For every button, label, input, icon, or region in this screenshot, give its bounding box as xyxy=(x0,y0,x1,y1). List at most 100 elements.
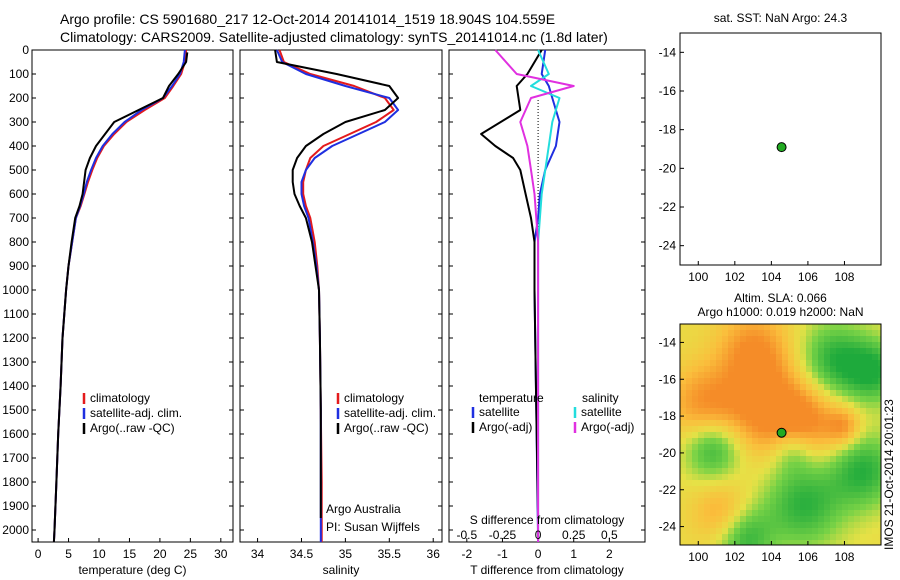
sla-heatmap-cell xyxy=(686,444,692,450)
sla-heatmap-cell xyxy=(794,408,800,414)
sla-heatmap-cell xyxy=(740,408,746,414)
sla-heatmap-cell xyxy=(698,522,704,528)
sla-heatmap-cell xyxy=(722,486,728,492)
sla-heatmap-cell xyxy=(770,414,776,420)
sla-heatmap-cell xyxy=(722,396,728,402)
sla-heatmap-cell xyxy=(812,372,818,378)
sla-heatmap-cell xyxy=(686,480,692,486)
sla-heatmap-cell xyxy=(758,408,764,414)
sla-heatmap-cell xyxy=(698,456,704,462)
temperature-ytick-label: 1900 xyxy=(2,499,29,513)
sla-heatmap-cell xyxy=(680,504,686,510)
sla-heatmap-cell xyxy=(716,414,722,420)
salinity-legend-label: Argo(..raw -QC) xyxy=(344,421,429,435)
sla-heatmap-cell xyxy=(770,384,776,390)
sla-heatmap-cell xyxy=(848,456,854,462)
sla-heatmap-cell xyxy=(692,468,698,474)
sla-heatmap-cell xyxy=(842,504,848,510)
sla-heatmap-cell xyxy=(848,444,854,450)
sla-heatmap-cell xyxy=(836,396,842,402)
sla-heatmap-cell xyxy=(698,516,704,522)
sla-heatmap-cell xyxy=(806,396,812,402)
sla-heatmap-cell xyxy=(800,342,806,348)
sla-heatmap-cell xyxy=(728,336,734,342)
sla-heatmap-cell xyxy=(716,486,722,492)
sla-heatmap-cell xyxy=(860,384,866,390)
sla-heatmap-cell xyxy=(848,522,854,528)
sla-heatmap-cell xyxy=(878,528,881,534)
sla-heatmap-cell xyxy=(704,336,710,342)
sla-heatmap-cell xyxy=(692,348,698,354)
sla-heatmap-cell xyxy=(764,528,770,534)
sla-heatmap-cell xyxy=(758,384,764,390)
sla-heatmap-cell xyxy=(686,342,692,348)
sla-heatmap-cell xyxy=(848,336,854,342)
sla-heatmap-cell xyxy=(872,324,878,330)
sla-heatmap-cell xyxy=(770,420,776,426)
sla-heatmap-cell xyxy=(806,462,812,468)
sla-heatmap-cell xyxy=(824,534,830,540)
sla-heatmap-cell xyxy=(770,474,776,480)
sla-heatmap-cell xyxy=(872,420,878,426)
sla-heatmap-cell xyxy=(836,468,842,474)
sla-heatmap-cell xyxy=(782,324,788,330)
temperature-ytick-label: 600 xyxy=(9,187,29,201)
sla-heatmap-cell xyxy=(812,450,818,456)
sla-heatmap-cell xyxy=(686,462,692,468)
sla-heatmap-cell xyxy=(764,468,770,474)
sla-heatmap-cell xyxy=(806,510,812,516)
sst-map-panel: sat. SST: NaN Argo: 24.3 100 102 104 106 108 -… xyxy=(659,11,882,284)
sla-heatmap-cell xyxy=(686,372,692,378)
sla-heatmap-cell xyxy=(836,420,842,426)
sla-heatmap-cell xyxy=(776,492,782,498)
sla-heatmap-cell xyxy=(830,336,836,342)
sla-heatmap-cell xyxy=(758,396,764,402)
sla-heatmap-cell xyxy=(842,492,848,498)
sla-heatmap-cell xyxy=(818,480,824,486)
sla-heatmap-cell xyxy=(872,534,878,540)
sla-heatmap-cell xyxy=(860,330,866,336)
sla-heatmap-cell xyxy=(692,444,698,450)
sla-heatmap-cell xyxy=(812,438,818,444)
sla-heatmap-cell xyxy=(812,462,818,468)
sla-heatmap-cell xyxy=(758,492,764,498)
sla-heatmap-cell xyxy=(830,420,836,426)
sla-heatmap-cell xyxy=(722,510,728,516)
sla-heatmap-cell xyxy=(824,432,830,438)
sla-heatmap-cell xyxy=(794,450,800,456)
sla-heatmap-cell xyxy=(758,474,764,480)
sla-heatmap-cell xyxy=(866,498,872,504)
sla-heatmap-cell xyxy=(830,516,836,522)
sla-heatmap-cell xyxy=(836,426,842,432)
sla-heatmap-cell xyxy=(872,366,878,372)
sla-heatmap-cell xyxy=(740,534,746,540)
sst-ytick-label: -16 xyxy=(659,84,677,98)
sla-heatmap-field xyxy=(680,324,881,545)
sla-heatmap-cell xyxy=(686,366,692,372)
sla-heatmap-cell xyxy=(776,366,782,372)
sla-heatmap-cell xyxy=(722,408,728,414)
sla-heatmap-cell xyxy=(722,450,728,456)
sla-heatmap-cell xyxy=(812,498,818,504)
sla-heatmap-cell xyxy=(710,414,716,420)
sla-heatmap-cell xyxy=(878,510,881,516)
sla-heatmap-cell xyxy=(854,534,860,540)
sla-heatmap-cell xyxy=(800,414,806,420)
sla-heatmap-cell xyxy=(704,444,710,450)
sla-heatmap-cell xyxy=(704,510,710,516)
sla-heatmap-cell xyxy=(728,390,734,396)
sla-heatmap-cell xyxy=(854,522,860,528)
sla-heatmap-cell xyxy=(812,348,818,354)
sst-xtick-label: 100 xyxy=(688,270,708,284)
sla-heatmap-cell xyxy=(860,432,866,438)
sla-heatmap-cell xyxy=(872,504,878,510)
sla-heatmap-cell xyxy=(764,354,770,360)
sla-heatmap-cell xyxy=(680,366,686,372)
sla-heatmap-cell xyxy=(872,540,878,545)
sla-heatmap-cell xyxy=(752,510,758,516)
sla-heatmap-cell xyxy=(680,486,686,492)
sla-heatmap-cell xyxy=(860,414,866,420)
sla-heatmap-cell xyxy=(782,456,788,462)
sla-heatmap-cell xyxy=(872,492,878,498)
